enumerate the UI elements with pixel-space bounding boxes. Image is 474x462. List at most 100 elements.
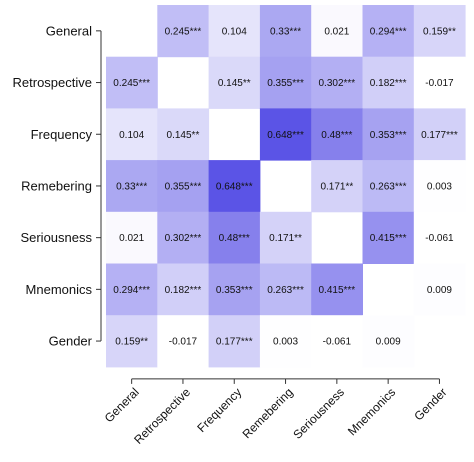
cell-frequency-mnemonics	[362, 108, 415, 161]
cell-mnemonics-remebering	[259, 263, 312, 316]
cell-general-frequency	[208, 5, 261, 58]
cell-seriousness-general	[106, 211, 158, 264]
cell-label-general-retrospective: 0.245***	[165, 26, 202, 37]
cell-label-frequency-general: 0.104	[119, 130, 144, 141]
cell-remebering-gender	[413, 160, 466, 213]
cell-label-gender-retrospective: -0.017	[169, 337, 198, 348]
cell-frequency-retrospective	[157, 108, 210, 161]
cell-retrospective-gender	[413, 56, 466, 109]
cell-label-mnemonics-retrospective: 0.182***	[165, 285, 202, 296]
cell-label-gender-general: 0.159**	[115, 337, 148, 348]
heatmap-cells	[106, 5, 466, 368]
x-tick-label-gender: Gender	[411, 385, 449, 423]
cell-label-retrospective-remebering: 0.355***	[267, 78, 304, 89]
cell-gender-remebering	[259, 315, 312, 368]
x-tick-label-remebering: Remebering	[240, 385, 296, 441]
cell-general-mnemonics	[362, 5, 415, 58]
cell-mnemonics-seriousness	[311, 263, 363, 316]
cell-label-gender-frequency: 0.177***	[216, 337, 253, 348]
cell-label-gender-seriousness: -0.061	[323, 337, 352, 348]
y-tick-label-frequency: Frequency	[31, 127, 93, 142]
cell-label-general-mnemonics: 0.294***	[370, 26, 407, 37]
cell-label-retrospective-general: 0.245***	[113, 78, 150, 89]
cell-label-mnemonics-frequency: 0.353***	[216, 285, 253, 296]
cell-label-remebering-frequency: 0.648***	[216, 181, 253, 192]
cell-label-frequency-gender: 0.177***	[421, 130, 458, 141]
y-tick-label-remebering: Remebering	[21, 178, 92, 193]
cell-label-seriousness-remebering: 0.171**	[269, 233, 302, 244]
cell-label-gender-remebering: 0.003	[273, 337, 298, 348]
cell-gender-mnemonics	[362, 315, 415, 368]
x-tick-label-frequency: Frequency	[194, 385, 244, 435]
x-tick-label-general: General	[102, 385, 142, 425]
cell-gender-seriousness	[311, 315, 363, 368]
cell-frequency-seriousness	[311, 108, 363, 161]
x-tick-label-mnemonics: Mnemonics	[345, 385, 398, 438]
cell-label-general-frequency: 0.104	[222, 26, 247, 37]
cell-retrospective-frequency	[208, 56, 261, 109]
cell-label-remebering-mnemonics: 0.263***	[370, 181, 407, 192]
cell-label-retrospective-gender: -0.017	[425, 78, 454, 89]
x-tick-label-seriousness: Seriousness	[290, 385, 347, 442]
cell-label-mnemonics-general: 0.294***	[113, 285, 150, 296]
cell-label-retrospective-seriousness: 0.302***	[318, 78, 355, 89]
y-tick-label-seriousness: Seriousness	[20, 230, 92, 245]
cell-remebering-seriousness	[311, 160, 363, 213]
heatmap-cell-labels: 0.245*** 0.104 0.33*** 0.021 0.294*** 0.159**…	[113, 26, 458, 347]
cell-label-mnemonics-remebering: 0.263***	[267, 285, 304, 296]
y-tick-label-gender: Gender	[49, 334, 93, 349]
cell-retrospective-general	[106, 56, 158, 109]
cell-label-frequency-mnemonics: 0.353***	[370, 130, 407, 141]
cell-remebering-frequency	[208, 160, 261, 213]
y-tick-label-general: General	[46, 23, 92, 38]
cell-mnemonics-frequency	[208, 263, 261, 316]
cell-gender-frequency	[208, 315, 261, 368]
y-axis: General Retrospective Frequency Remebering S…	[13, 23, 102, 349]
cell-frequency-remebering	[259, 108, 312, 161]
cell-label-retrospective-frequency: 0.145**	[218, 78, 251, 89]
cell-frequency-general	[106, 108, 158, 161]
cell-seriousness-retrospective	[157, 211, 210, 264]
cell-label-gender-mnemonics: 0.009	[376, 337, 401, 348]
cell-seriousness-frequency	[208, 211, 261, 264]
cell-label-seriousness-mnemonics: 0.415***	[370, 233, 407, 244]
cell-retrospective-mnemonics	[362, 56, 415, 109]
cell-mnemonics-retrospective	[157, 263, 210, 316]
cell-frequency-gender	[413, 108, 466, 161]
cell-label-frequency-retrospective: 0.145**	[167, 130, 200, 141]
cell-remebering-general	[106, 160, 158, 213]
cell-label-seriousness-frequency: 0.48***	[219, 233, 250, 244]
cell-label-mnemonics-gender: 0.009	[427, 285, 452, 296]
cell-remebering-mnemonics	[362, 160, 415, 213]
y-tick-label-retrospective: Retrospective	[13, 75, 92, 90]
cell-general-seriousness	[311, 5, 363, 58]
cell-general-remebering	[259, 5, 312, 58]
cell-label-seriousness-retrospective: 0.302***	[165, 233, 202, 244]
cell-label-general-gender: 0.159**	[423, 26, 456, 37]
cell-seriousness-gender	[413, 211, 466, 264]
cell-label-seriousness-general: 0.021	[119, 233, 144, 244]
cell-mnemonics-general	[106, 263, 158, 316]
cell-seriousness-mnemonics	[362, 211, 415, 264]
cell-remebering-retrospective	[157, 160, 210, 213]
cell-retrospective-remebering	[259, 56, 312, 109]
cell-gender-general	[106, 315, 158, 368]
cell-label-remebering-seriousness: 0.171**	[320, 181, 353, 192]
cell-label-frequency-seriousness: 0.48***	[321, 130, 352, 141]
cell-general-retrospective	[157, 5, 210, 58]
cell-gender-retrospective	[157, 315, 210, 368]
cell-label-frequency-remebering: 0.648***	[267, 130, 304, 141]
cell-label-remebering-retrospective: 0.355***	[165, 181, 202, 192]
cell-label-remebering-general: 0.33***	[116, 181, 147, 192]
cell-label-retrospective-mnemonics: 0.182***	[370, 78, 407, 89]
cell-retrospective-seriousness	[311, 56, 363, 109]
cell-label-general-remebering: 0.33***	[270, 26, 301, 37]
cell-label-general-seriousness: 0.021	[324, 26, 349, 37]
cell-label-remebering-gender: 0.003	[427, 181, 452, 192]
cell-general-gender	[413, 5, 466, 58]
cell-label-seriousness-gender: -0.061	[425, 233, 454, 244]
cell-seriousness-remebering	[259, 211, 312, 264]
